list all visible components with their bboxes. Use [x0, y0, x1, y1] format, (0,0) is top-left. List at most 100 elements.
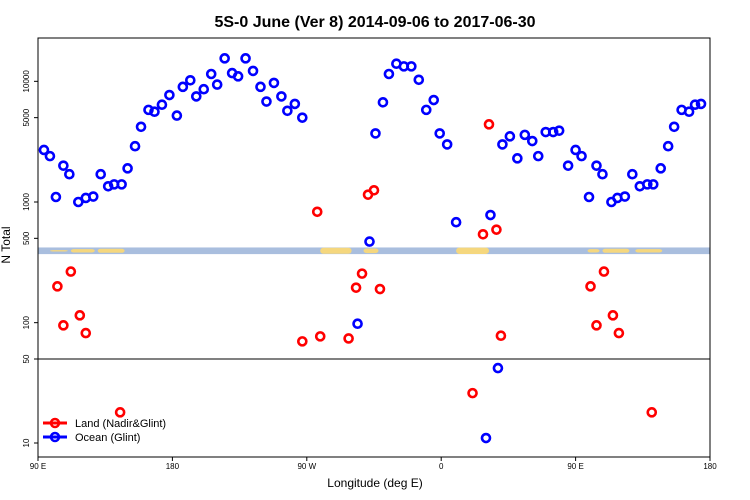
ocean-point	[406, 61, 417, 72]
ocean-point	[370, 128, 381, 139]
y-axis-label: N Total	[0, 226, 13, 263]
ocean-point	[562, 160, 574, 171]
land-point	[297, 336, 308, 347]
y-tick-label: 10000	[22, 70, 31, 93]
map-land-patch	[456, 247, 489, 254]
ocean-point	[198, 83, 210, 95]
ocean-point	[668, 121, 680, 133]
ocean-point	[276, 91, 287, 102]
land-point	[114, 407, 126, 418]
land-point	[311, 206, 323, 218]
x-tick-label: 90 W	[297, 462, 316, 471]
ocean-point	[512, 153, 523, 164]
plot-frame	[37, 37, 711, 458]
ocean-point	[689, 99, 701, 111]
ocean-point	[38, 144, 50, 156]
ocean-point	[289, 98, 301, 110]
ocean-point	[129, 140, 141, 152]
land-point	[74, 310, 86, 321]
land-point	[646, 407, 658, 418]
land-point	[374, 283, 386, 295]
ocean-point	[519, 129, 531, 141]
ocean-point	[232, 71, 244, 82]
ocean-point	[58, 160, 69, 171]
ocean-point	[591, 160, 602, 171]
land-point	[356, 268, 368, 279]
chart-title: 5S-0 June (Ver 8) 2014-09-06 to 2017-06-…	[214, 14, 535, 31]
map-land-patch	[587, 249, 600, 253]
ocean-point	[64, 168, 75, 180]
ocean-point	[44, 150, 56, 162]
ocean-point	[441, 139, 453, 150]
map-band-land	[49, 247, 663, 254]
ocean-point	[352, 318, 363, 330]
ocean-point	[156, 99, 168, 111]
ocean-point	[297, 112, 308, 123]
map-land-patch	[363, 248, 379, 254]
ocean-point	[143, 104, 154, 116]
data-points	[38, 53, 707, 444]
map-band	[38, 247, 710, 255]
y-axis: 10 50 100 500 1000 5000 10000	[22, 70, 38, 447]
y-tick-label: 500	[22, 231, 31, 245]
ocean-point	[73, 196, 84, 208]
ocean-point	[485, 209, 496, 221]
ocean-point	[261, 96, 272, 107]
land-point	[495, 330, 507, 341]
land-point	[613, 327, 625, 339]
land-point	[585, 281, 596, 292]
legend-ocean-marker	[49, 431, 61, 443]
ocean-point	[547, 126, 559, 138]
ocean-point	[185, 74, 196, 86]
ocean-point	[662, 140, 674, 152]
land-point	[65, 266, 77, 277]
ocean-point	[268, 77, 280, 89]
ocean-point	[583, 191, 595, 203]
ocean-point	[247, 65, 259, 77]
ocean-point	[647, 179, 659, 190]
x-tick-label: 90 E	[567, 462, 583, 471]
land-point	[80, 327, 92, 339]
ocean-point	[240, 53, 251, 64]
land-point	[483, 119, 495, 130]
legend-land-label: Land (Nadir&Glint)	[75, 418, 166, 430]
ocean-point	[190, 91, 202, 102]
ocean-point	[87, 191, 99, 202]
land-point	[52, 281, 63, 292]
land-point	[607, 310, 619, 321]
ocean-point	[377, 97, 389, 108]
legend-land-marker	[49, 417, 61, 429]
ocean-point	[570, 144, 581, 156]
ocean-point	[171, 110, 183, 121]
ocean-point	[655, 163, 667, 174]
ocean-point	[695, 98, 707, 110]
land-point	[467, 387, 478, 399]
ocean-point	[364, 236, 375, 247]
y-tick-label: 10	[22, 438, 31, 447]
ocean-point	[434, 128, 446, 139]
land-point	[58, 320, 69, 331]
legend-ocean-label: Ocean (Glint)	[75, 432, 140, 444]
ocean-point	[50, 191, 62, 203]
land-point	[350, 282, 362, 293]
x-axis-label: Longitude (deg E)	[327, 476, 422, 490]
ocean-point	[597, 168, 608, 180]
ocean-point	[492, 362, 504, 374]
y-tick-label: 5000	[22, 108, 31, 126]
x-tick-label: 180	[703, 462, 717, 471]
ocean-point	[116, 179, 127, 190]
land-point	[314, 331, 326, 342]
ocean-point	[383, 68, 395, 80]
ocean-point	[619, 191, 631, 202]
ocean-point	[211, 79, 223, 90]
ocean-point	[627, 168, 638, 180]
y-tick-label: 1000	[22, 193, 31, 211]
ocean-point	[102, 180, 114, 192]
y-tick-label: 100	[22, 315, 31, 329]
land-point	[368, 185, 380, 196]
ocean-point	[219, 53, 230, 64]
ocean-point	[205, 68, 217, 80]
ocean-point	[177, 81, 189, 93]
land-point	[591, 320, 602, 331]
ocean-point	[164, 89, 175, 101]
